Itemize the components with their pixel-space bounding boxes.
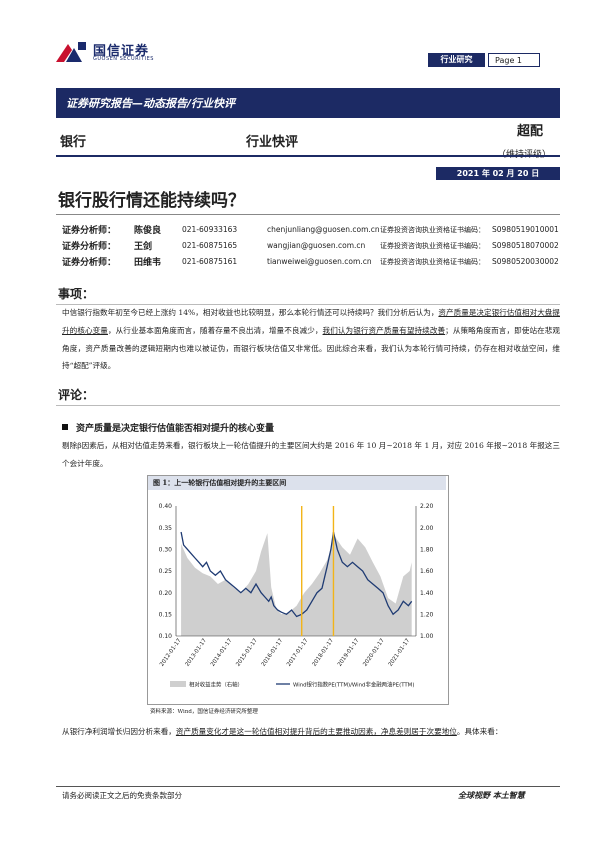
right-tick-label: 1.20 bbox=[420, 612, 434, 619]
x-tick-label: 2014-01-17 bbox=[210, 637, 234, 667]
analyst-phone: 021-60933163 bbox=[182, 225, 238, 234]
legend-swatch-area bbox=[170, 681, 186, 687]
analyst-role: 证券分析师： bbox=[62, 242, 117, 252]
x-tick-label: 2013-01-17 bbox=[185, 637, 209, 667]
analyst-email: chenjunliang@guosen.com.cn bbox=[267, 225, 380, 234]
report-type: 行业快评 bbox=[246, 135, 299, 150]
bullet-icon bbox=[62, 424, 68, 430]
logo-name: 国信证券 bbox=[93, 44, 150, 59]
figure-frame bbox=[147, 475, 449, 705]
left-tick-label: 0.25 bbox=[159, 568, 173, 575]
x-tick-label: 2019-01-17 bbox=[337, 637, 361, 667]
analyst-phone: 021-60875161 bbox=[182, 257, 238, 266]
rating: 超配 bbox=[517, 124, 544, 139]
right-tick-label: 1.40 bbox=[420, 590, 434, 597]
footer-divider bbox=[56, 786, 560, 787]
disclaimer-note: 请务必阅读正文之后的免责条款部分 bbox=[62, 791, 182, 800]
cert-label: 证券投资咨询执业资格证书编码： bbox=[380, 226, 485, 234]
legend-label-line: Wind银行指数PE(TTM)/Wind非金融两油PE(TTM) bbox=[293, 681, 414, 689]
divider bbox=[56, 155, 560, 157]
category-tag: 行业研究 bbox=[428, 53, 485, 67]
analyst-name: 陈俊良 bbox=[134, 226, 162, 236]
left-tick-label: 0.20 bbox=[159, 590, 173, 597]
analyst-row: 证券分析师： 王剑 021-60875165 wangjian@guosen.c… bbox=[62, 239, 562, 253]
analyst-row: 证券分析师： 田维韦 021-60875161 tianweiwei@guose… bbox=[62, 255, 562, 269]
analyst-email: wangjian@guosen.com.cn bbox=[267, 241, 366, 250]
left-tick-label: 0.30 bbox=[159, 547, 173, 554]
sector-label: 银行 bbox=[60, 135, 87, 150]
report-title: 银行股行情还能持续吗？ bbox=[58, 191, 245, 211]
rating-note: （维持评级） bbox=[497, 147, 551, 160]
right-tick-label: 1.80 bbox=[420, 547, 434, 554]
page-number: Page 1 bbox=[488, 53, 540, 67]
right-tick-label: 1.60 bbox=[420, 568, 434, 575]
x-tick-label: 2018-01-17 bbox=[312, 637, 336, 667]
analyst-role: 证券分析师： bbox=[62, 226, 117, 236]
analyst-phone: 021-60875165 bbox=[182, 241, 238, 250]
subheading: 资产质量是决定银行估值能否相对提升的核心变量 bbox=[76, 424, 275, 434]
x-tick-label: 2016-01-17 bbox=[261, 637, 285, 667]
x-tick-label: 2017-01-17 bbox=[286, 637, 310, 667]
left-tick-label: 0.40 bbox=[159, 503, 173, 510]
cert-label: 证券投资咨询执业资格证书编码： bbox=[380, 242, 485, 250]
right-tick-label: 2.00 bbox=[420, 525, 434, 532]
section-heading-comments: 评论： bbox=[58, 388, 95, 402]
report-date: 2021 年 02 月 20 日 bbox=[436, 167, 560, 180]
analyst-role: 证券分析师： bbox=[62, 258, 117, 268]
pe-ratio-line bbox=[180, 531, 413, 618]
divider bbox=[56, 405, 560, 406]
x-tick-label: 2021-01-17 bbox=[388, 637, 412, 667]
x-tick-label: 2020-01-17 bbox=[362, 637, 386, 667]
left-tick-label: 0.35 bbox=[159, 525, 173, 532]
valuation-chart: 0.40 0.35 0.30 0.25 0.20 0.15 0.10 2.20 2.00 1.80… bbox=[159, 503, 434, 689]
analyst-name: 田维韦 bbox=[134, 258, 162, 268]
logo-icon bbox=[56, 42, 86, 62]
analyst-row: 证券分析师： 陈俊良 021-60933163 chenjunliang@guo… bbox=[62, 223, 562, 237]
slogan: 全球视野 本土智慧 bbox=[458, 790, 525, 800]
logo-english: GUOSEN SECURITIES bbox=[93, 56, 154, 62]
analyst-email: tianweiwei@guosen.com.cn bbox=[267, 257, 372, 266]
relative-return-area bbox=[181, 533, 412, 636]
cert-number: S0980520030002 bbox=[492, 257, 559, 266]
report-series: 证券研究报告—动态报告/行业快评 bbox=[66, 97, 236, 110]
comments-paragraph: 剔除β因素后，从相对估值走势来看，银行板块上一轮估值提升的主要区间大约是 201… bbox=[62, 441, 560, 468]
left-tick-label: 0.10 bbox=[159, 633, 173, 640]
figure-title-bar bbox=[148, 476, 446, 490]
legend-label-area: 相对收益走势（右轴） bbox=[189, 681, 243, 689]
comments-paragraph-2: 从银行净利润增长归因分析来看，资产质量变化才是这一轮估值相对提升背后的主要推动因… bbox=[62, 727, 503, 736]
events-paragraph: 中信银行指数年初至今已经上涨约 14%，相对收益也比较明显，那么本轮行情还可以持… bbox=[62, 308, 561, 371]
right-tick-label: 2.20 bbox=[420, 503, 434, 510]
right-tick-label: 1.00 bbox=[420, 633, 434, 640]
divider bbox=[56, 214, 560, 215]
section-heading-events: 事项： bbox=[58, 287, 95, 301]
cert-label: 证券投资咨询执业资格证书编码： bbox=[380, 258, 485, 266]
figure-title: 图 1：上一轮银行估值相对提升的主要区间 bbox=[153, 478, 287, 487]
cert-number: S0980519010001 bbox=[492, 225, 559, 234]
left-tick-label: 0.15 bbox=[159, 612, 173, 619]
divider bbox=[56, 304, 560, 305]
x-tick-label: 2012-01-17 bbox=[159, 637, 183, 667]
cert-number: S0980518070002 bbox=[492, 241, 559, 250]
figure-source: 资料来源：Wind，国信证券经济研究所整理 bbox=[150, 709, 258, 715]
report-band bbox=[56, 88, 560, 118]
analyst-name: 王剑 bbox=[134, 242, 153, 252]
x-tick-label: 2015-01-17 bbox=[235, 637, 259, 667]
